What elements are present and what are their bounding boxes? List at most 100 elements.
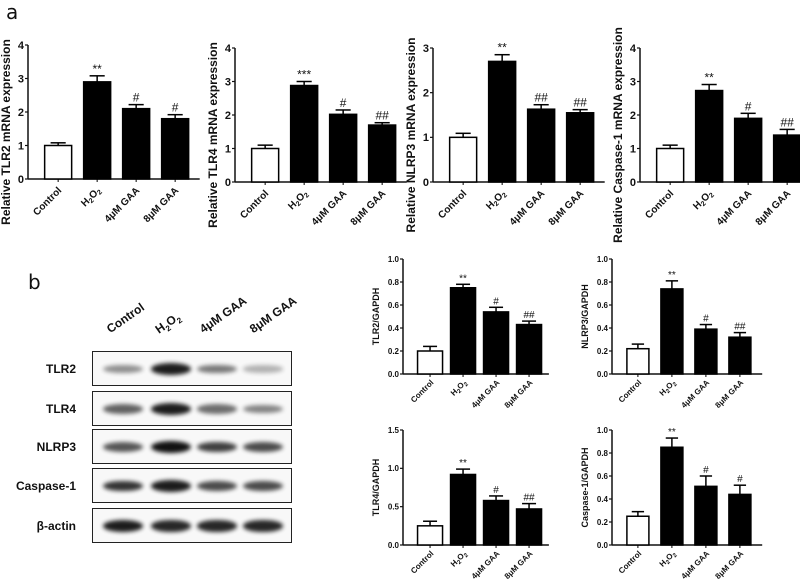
blot-row <box>92 351 292 386</box>
svg-text:Relative TLR2 mRNA expression: Relative TLR2 mRNA expression <box>0 39 13 225</box>
blot-row-label: Caspase-1 <box>15 479 76 493</box>
svg-text:**: ** <box>497 41 507 55</box>
svg-text:3: 3 <box>630 76 636 88</box>
blot-band <box>243 365 283 373</box>
blot-band <box>243 480 283 492</box>
blot-row <box>92 468 292 503</box>
svg-text:0.5: 0.5 <box>388 502 400 511</box>
svg-text:##: ## <box>573 96 587 110</box>
svg-text:Caspase-1/GAPDH: Caspase-1/GAPDH <box>580 447 590 527</box>
svg-text:##: ## <box>523 493 535 504</box>
svg-text:##: ## <box>375 109 389 123</box>
blot-band <box>197 404 237 414</box>
svg-text:2: 2 <box>225 110 231 122</box>
svg-text:0: 0 <box>423 177 429 189</box>
blot-band <box>151 480 191 492</box>
blot-band <box>243 520 283 532</box>
blot-band <box>151 441 191 453</box>
svg-text:1.0: 1.0 <box>597 426 609 435</box>
svg-text:4μM GAA: 4μM GAA <box>679 549 711 581</box>
blot-band <box>243 441 283 453</box>
blot-row <box>92 429 292 464</box>
svg-text:0.6: 0.6 <box>597 472 609 481</box>
blot-band <box>103 520 143 532</box>
svg-text:Control: Control <box>617 549 643 575</box>
svg-text:TLR4/GAPDH: TLR4/GAPDH <box>371 459 381 517</box>
blot-band <box>103 442 143 452</box>
panel-label-b: b <box>28 270 41 294</box>
svg-text:3: 3 <box>18 73 24 85</box>
svg-text:Relative Caspase-1 mRNA expres: Relative Caspase-1 mRNA expression <box>611 27 625 243</box>
svg-text:**: ** <box>92 62 102 76</box>
svg-text:3: 3 <box>225 76 231 88</box>
svg-text:2: 2 <box>18 107 24 119</box>
svg-text:0.0: 0.0 <box>388 541 400 550</box>
blot-band <box>151 520 191 532</box>
blot-row-label: β-actin <box>36 519 76 533</box>
blot-row-label: NLRP3 <box>36 440 76 454</box>
svg-text:0.8: 0.8 <box>597 449 609 458</box>
svg-text:1: 1 <box>225 143 231 155</box>
svg-text:0.4: 0.4 <box>597 324 609 333</box>
svg-text:1: 1 <box>18 140 24 152</box>
svg-text:**: ** <box>704 71 714 85</box>
blot-band <box>243 404 283 414</box>
svg-text:0.6: 0.6 <box>388 301 400 310</box>
svg-text:0: 0 <box>630 177 636 189</box>
svg-text:4: 4 <box>18 40 25 52</box>
blot-band <box>197 441 237 453</box>
svg-text:##: ## <box>780 115 794 129</box>
svg-text:##: ## <box>523 310 535 321</box>
svg-text:0.8: 0.8 <box>388 278 400 287</box>
blot-row-label: TLR2 <box>46 362 76 376</box>
svg-text:#: # <box>493 485 499 496</box>
svg-text:NLRP3/GAPDH: NLRP3/GAPDH <box>580 284 590 349</box>
svg-text:##: ## <box>734 322 746 333</box>
svg-text:1: 1 <box>423 132 429 144</box>
svg-text:1.0: 1.0 <box>597 255 609 264</box>
svg-text:#: # <box>737 474 743 485</box>
svg-text:##: ## <box>534 91 548 105</box>
svg-text:4: 4 <box>630 43 637 55</box>
svg-text:#: # <box>703 465 709 476</box>
svg-text:0.0: 0.0 <box>597 541 609 550</box>
svg-text:0.2: 0.2 <box>597 518 609 527</box>
svg-text:TLR2/GAPDH: TLR2/GAPDH <box>371 288 381 346</box>
svg-text:1.0: 1.0 <box>388 255 400 264</box>
blot-row <box>92 391 292 426</box>
blot-band <box>103 404 143 414</box>
svg-text:1.0: 1.0 <box>388 464 400 473</box>
svg-text:0.8: 0.8 <box>597 278 609 287</box>
blot-band <box>151 403 191 415</box>
svg-text:H2O2: H2O2 <box>658 549 679 570</box>
blot-row-label: TLR4 <box>46 402 76 416</box>
svg-text:**: ** <box>668 427 676 438</box>
svg-text:0.6: 0.6 <box>597 301 609 310</box>
svg-text:0.0: 0.0 <box>597 370 609 379</box>
svg-text:0.0: 0.0 <box>388 370 400 379</box>
svg-text:**: ** <box>459 458 467 469</box>
svg-text:2: 2 <box>630 110 636 122</box>
panel-label-a: a <box>6 0 19 24</box>
svg-text:#: # <box>703 314 709 325</box>
svg-text:0.2: 0.2 <box>597 347 609 356</box>
svg-text:0.4: 0.4 <box>597 495 609 504</box>
svg-text:#: # <box>172 101 179 115</box>
svg-text:Relative TLR4 mRNA expression: Relative TLR4 mRNA expression <box>206 42 220 228</box>
svg-text:4: 4 <box>225 43 232 55</box>
svg-text:**: ** <box>668 270 676 281</box>
svg-text:0.2: 0.2 <box>388 347 400 356</box>
svg-text:2: 2 <box>423 88 429 100</box>
svg-text:8μM GAA: 8μM GAA <box>713 549 745 581</box>
svg-text:**: ** <box>459 273 467 284</box>
blot-band <box>151 363 191 375</box>
blot-row <box>92 508 292 543</box>
blot-band <box>197 364 237 374</box>
svg-text:0: 0 <box>225 177 231 189</box>
blot-band <box>197 520 237 532</box>
svg-text:#: # <box>493 296 499 307</box>
svg-text:1: 1 <box>630 143 636 155</box>
svg-text:#: # <box>745 99 752 113</box>
svg-text:***: *** <box>297 68 311 82</box>
svg-text:0.4: 0.4 <box>388 324 400 333</box>
